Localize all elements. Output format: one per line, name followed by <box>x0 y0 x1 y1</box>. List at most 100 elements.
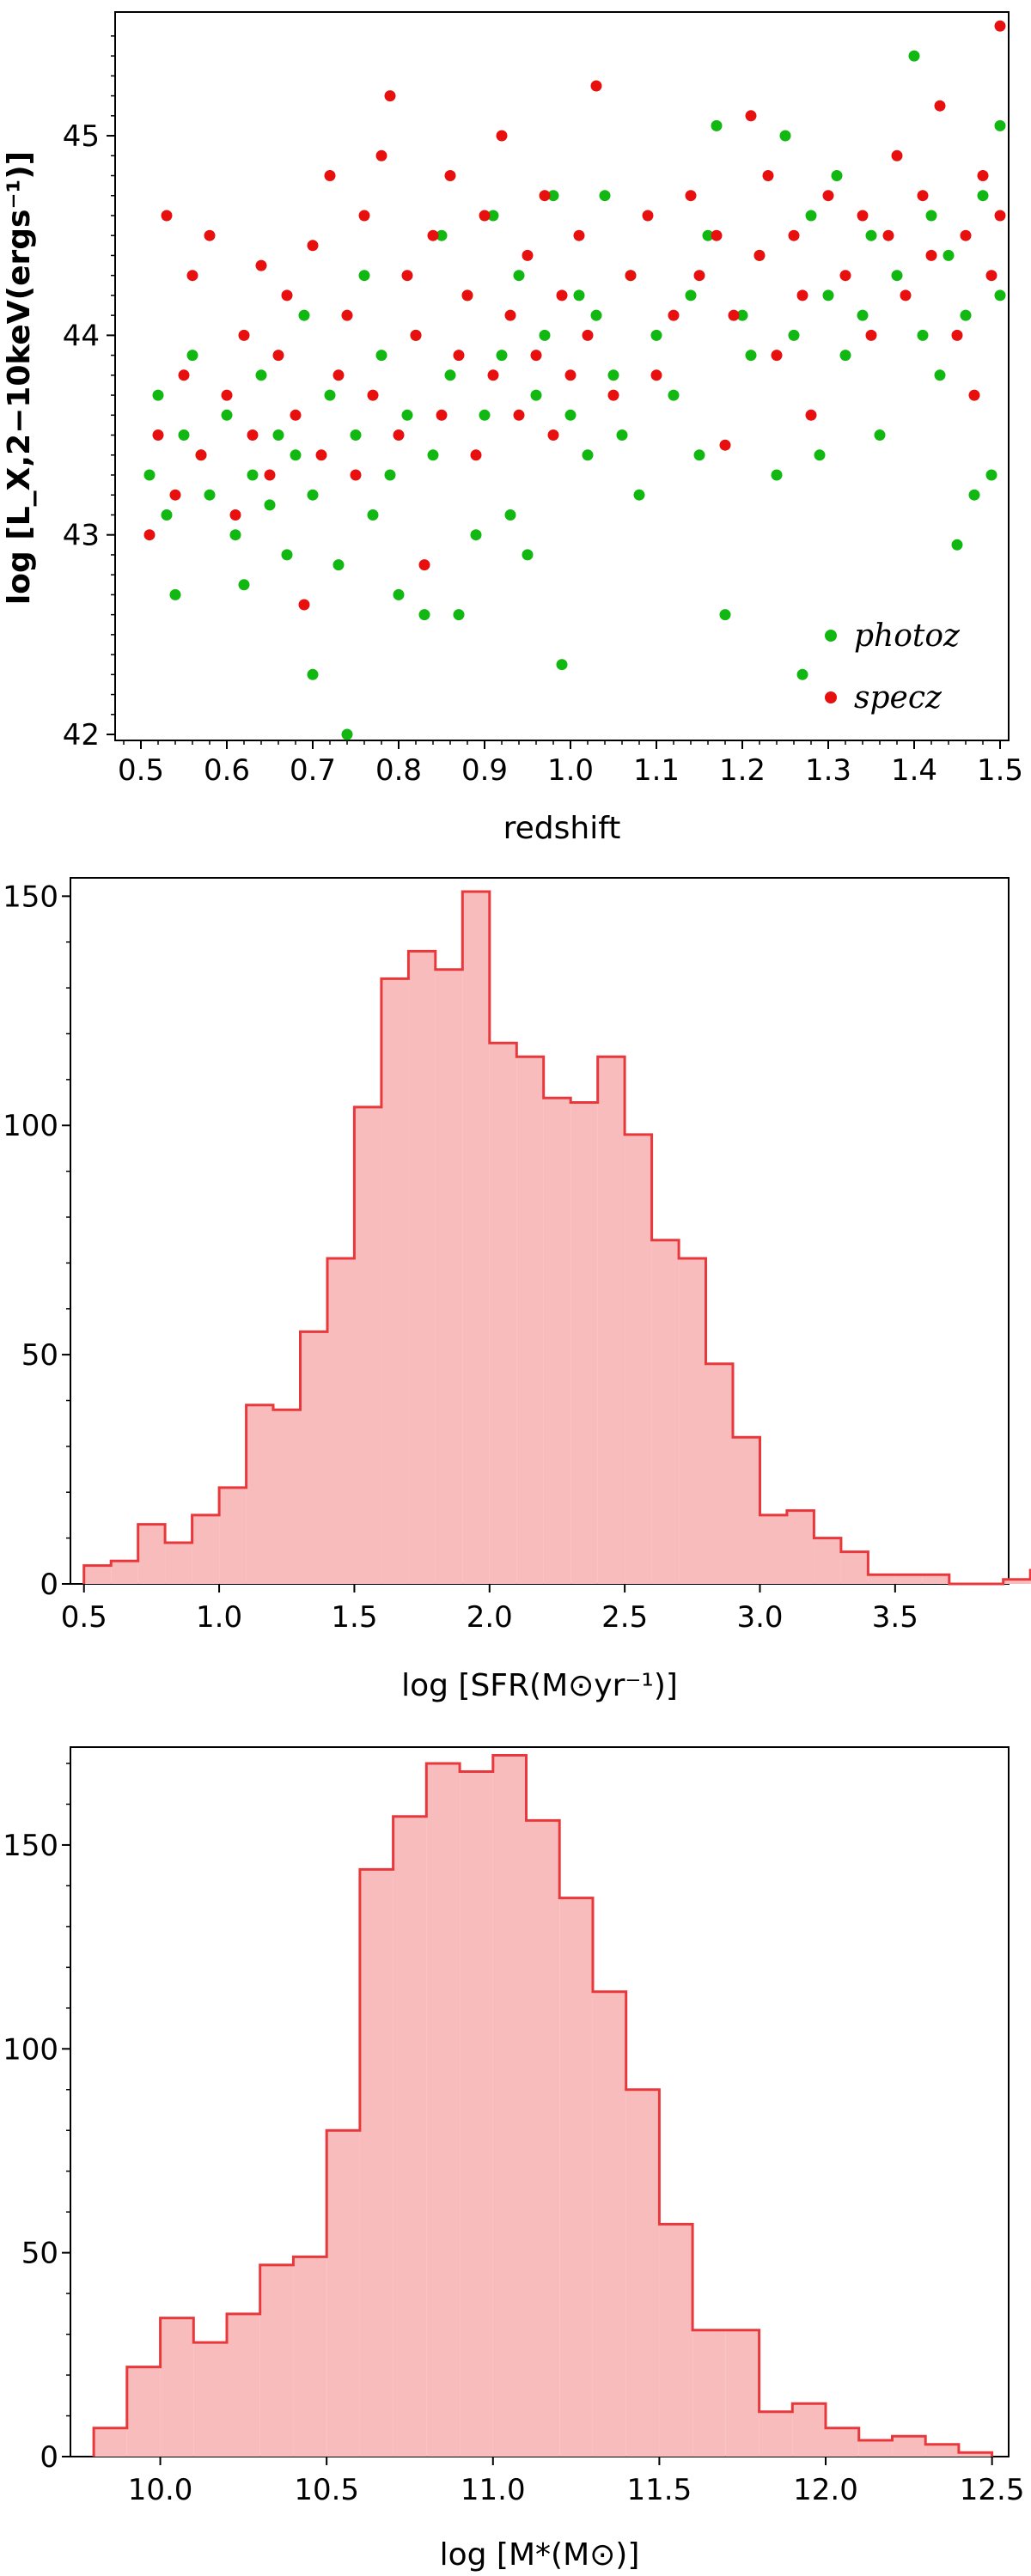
scatter-point-specz <box>573 229 585 241</box>
sfr-histogram-bar <box>651 1239 680 1584</box>
scatter-point-specz <box>470 449 482 461</box>
scatter-point-photoz <box>375 350 387 362</box>
scatter-point-specz <box>762 170 774 181</box>
sfr-y-tick-label: 0 <box>40 1568 58 1602</box>
sfr-histogram-bar <box>273 1410 301 1584</box>
sfr-histogram-bar <box>705 1363 733 1584</box>
sfr-histogram-bar <box>733 1437 760 1584</box>
scatter-point-specz <box>204 229 216 241</box>
sfr-histogram-panel: 0.5 1.0 1.5 2.0 2.5 3.0 3.5 0 50 100 150 log [SFR… <box>3 877 1031 1703</box>
scatter-point-specz <box>315 449 327 461</box>
sfr-histogram-bar <box>625 1134 652 1584</box>
mass-y-tick-label: 100 <box>3 2032 58 2067</box>
mass-histogram-bar <box>958 2452 992 2457</box>
scatter-point-photoz <box>599 190 611 202</box>
mass-x-tick-label: 11.0 <box>461 2473 526 2507</box>
scatter-point-photoz <box>711 119 723 131</box>
scatter-point-photoz <box>693 449 705 461</box>
scatter-x-tick-label: 1.1 <box>633 753 680 788</box>
scatter-point-photoz <box>745 350 757 362</box>
scatter-point-specz <box>745 110 757 122</box>
scatter-point-specz <box>693 270 705 282</box>
mass-histogram-bar <box>526 1820 560 2457</box>
scatter-x-tick-label: 0.9 <box>461 753 508 788</box>
scatter-point-photoz <box>204 489 216 501</box>
scatter-point-specz <box>522 249 534 261</box>
sfr-y-tick-label: 150 <box>3 880 58 914</box>
scatter-point-photoz <box>779 130 791 142</box>
scatter-x-tick-label: 0.5 <box>118 753 164 788</box>
sfr-x-tick-label: 1.0 <box>196 1600 242 1635</box>
scatter-point-specz <box>281 289 293 301</box>
scatter-x-tick-label: 1.0 <box>547 753 594 788</box>
scatter-y-tick-label: 45 <box>63 119 100 154</box>
mass-histogram-bar <box>359 1869 393 2457</box>
scatter-point-photoz <box>298 309 310 321</box>
scatter-point-photoz <box>393 588 405 600</box>
scatter-point-photoz <box>908 50 920 62</box>
mass-y-axis: 0 50 100 150 <box>3 1763 70 2475</box>
scatter-point-photoz <box>736 309 748 321</box>
scatter-point-specz <box>564 369 577 381</box>
scatter-point-photoz <box>960 309 972 321</box>
scatter-point-specz <box>711 229 723 241</box>
mass-histogram-bar <box>725 2329 760 2457</box>
scatter-point-photoz <box>925 210 937 222</box>
scatter-point-photoz <box>857 309 869 321</box>
scatter-point-photoz <box>384 469 396 481</box>
scatter-point-specz <box>272 350 284 362</box>
mass-histogram-bars <box>92 1754 994 2457</box>
legend-marker-photoz <box>825 630 837 642</box>
scatter-point-photoz <box>771 469 783 481</box>
scatter-point-photoz <box>522 549 534 561</box>
sfr-histogram-bar <box>165 1543 192 1584</box>
scatter-point-photoz <box>238 579 250 591</box>
scatter-point-specz <box>513 409 525 421</box>
mass-histogram-bar <box>492 1755 527 2457</box>
scatter-point-specz <box>590 80 602 92</box>
scatter-point-specz <box>900 289 912 301</box>
mass-histogram-bar <box>94 2427 127 2457</box>
scatter-point-specz <box>719 439 731 451</box>
scatter-point-specz <box>556 289 568 301</box>
scatter-point-photoz <box>891 270 903 282</box>
scatter-point-specz <box>977 170 989 181</box>
mass-histogram-bar <box>160 2317 194 2457</box>
scatter-point-specz <box>169 489 181 501</box>
scatter-y-tick-label: 44 <box>63 319 100 353</box>
scatter-point-photoz <box>161 509 173 521</box>
scatter-y-tick-label: 42 <box>63 718 100 752</box>
scatter-point-specz <box>143 529 156 541</box>
scatter-point-specz <box>410 329 422 341</box>
scatter-point-photoz <box>332 559 345 571</box>
scatter-x-axis: 0.5 0.6 0.7 0.8 0.9 1.0 1.1 1.2 1.3 1.4 1.5 <box>118 740 1023 788</box>
scatter-point-photoz <box>324 389 336 401</box>
sfr-histogram-bar <box>381 978 409 1584</box>
scatter-point-photoz <box>839 350 851 362</box>
scatter-point-photoz <box>943 249 955 261</box>
mass-histogram-bar <box>259 2264 294 2457</box>
sfr-histogram-bar <box>814 1538 841 1584</box>
scatter-point-photoz <box>805 210 817 222</box>
mass-histogram-bar <box>593 1991 626 2457</box>
sfr-histogram-bar <box>408 951 436 1584</box>
scatter-point-specz <box>401 270 413 282</box>
scatter-point-photoz <box>264 499 276 511</box>
mass-histogram-bar <box>826 2427 859 2457</box>
sfr-histogram-bar <box>462 892 490 1584</box>
sfr-histogram-bar <box>840 1551 869 1584</box>
scatter-point-specz <box>994 20 1006 32</box>
scatter-point-photoz <box>470 529 482 541</box>
mass-y-tick-label: 150 <box>3 1829 58 1863</box>
scatter-point-specz <box>384 90 396 102</box>
sfr-histogram-bar <box>516 1057 544 1584</box>
mass-histogram-bar <box>659 2224 693 2457</box>
scatter-point-photoz <box>831 170 843 181</box>
scatter-point-photoz <box>504 509 516 521</box>
scatter-point-photoz <box>401 409 413 421</box>
scatter-point-specz <box>788 229 800 241</box>
scatter-point-specz <box>255 259 267 271</box>
scatter-point-specz <box>668 309 680 321</box>
scatter-point-specz <box>324 170 336 181</box>
